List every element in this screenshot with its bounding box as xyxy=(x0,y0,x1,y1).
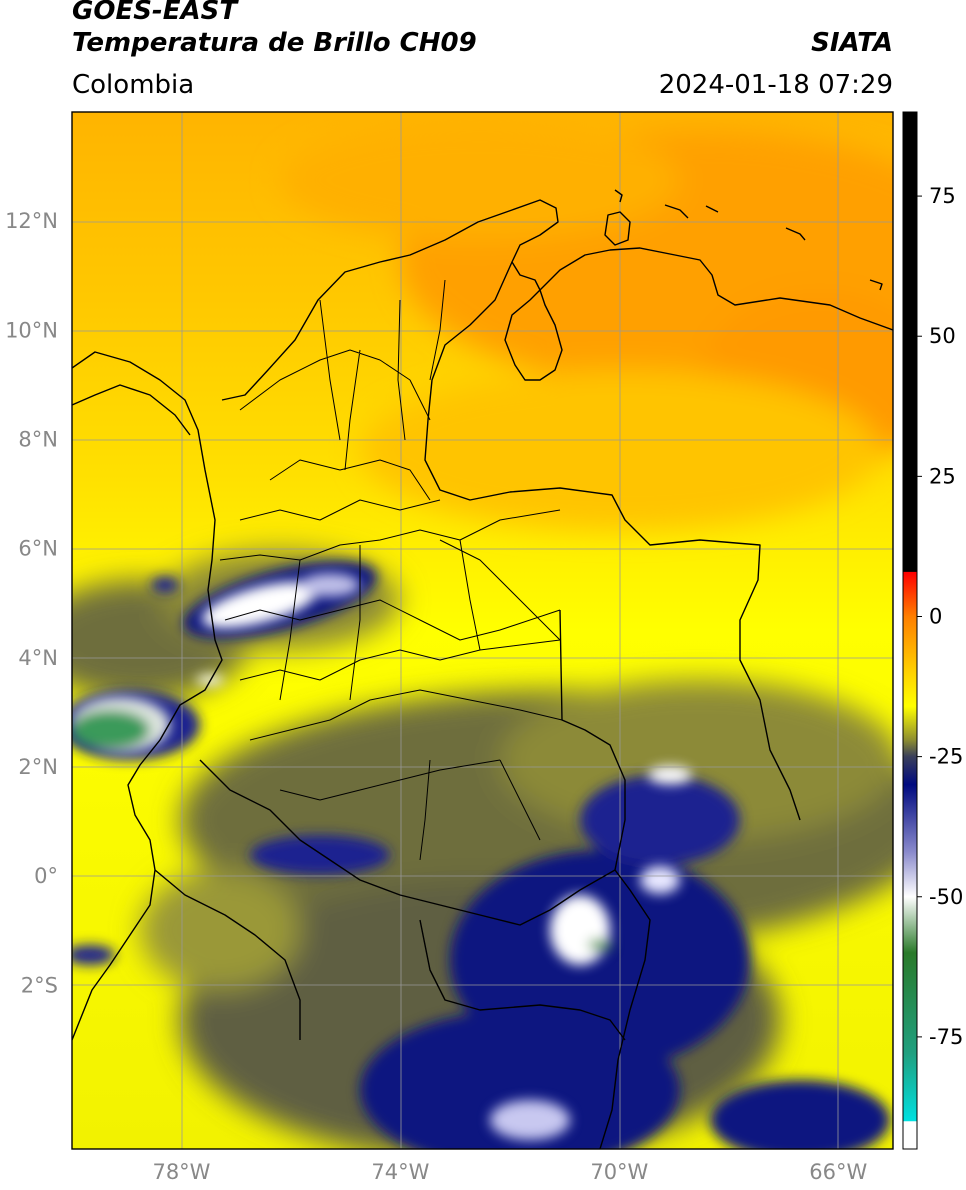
coldest-cloud-tops xyxy=(72,573,692,1140)
lon-tick-label: 66°W xyxy=(809,1160,867,1184)
colorbar-tick-label: -50 xyxy=(929,885,963,909)
colorbar-gradient xyxy=(902,111,918,1150)
lat-tick-label: 2°N xyxy=(18,755,58,779)
colorbar: 75 50 25 0 -25 -50 -75 xyxy=(902,111,963,1150)
satellite-title: GOES-EAST xyxy=(72,0,238,26)
trinidad-paraguana xyxy=(604,211,631,246)
brand-label: SIATA xyxy=(811,28,893,58)
lat-tick-label: 8°N xyxy=(18,427,58,451)
lon-tick-label: 74°W xyxy=(371,1160,429,1184)
ecuador-peru-border xyxy=(154,869,301,1040)
lat-tick-label: 12°N xyxy=(5,209,58,233)
colombia-brazil-border xyxy=(559,609,651,1149)
colombia-peru-ecuador-border xyxy=(199,759,616,926)
pacific-coastline xyxy=(72,351,223,1041)
peru-brazil-border xyxy=(419,919,626,1041)
colorbar-tick-label: 50 xyxy=(929,324,956,348)
map-frame xyxy=(71,111,894,1150)
coastlines-and-borders xyxy=(72,189,893,1149)
department-borders xyxy=(219,279,563,861)
aruba-curacao-islands xyxy=(614,189,883,291)
map-panel xyxy=(72,112,893,1149)
lat-tick-label: 10°N xyxy=(5,318,58,342)
lon-tick-label: 70°W xyxy=(590,1160,648,1184)
latitude-labels: 12°N 10°N 8°N 6°N 4°N 2°N 0° 2°S xyxy=(5,209,58,997)
colorbar-tick-label: -25 xyxy=(929,745,963,769)
panama-coast xyxy=(72,384,191,436)
datetime-label: 2024-01-18 07:29 xyxy=(658,70,893,100)
caribbean-coastline xyxy=(221,199,893,401)
lat-tick-label: 2°S xyxy=(21,973,58,997)
longitude-labels: 78°W 74°W 70°W 66°W xyxy=(152,1160,867,1184)
colorbar-tick-label: 25 xyxy=(929,464,956,488)
product-title: Temperatura de Brillo CH09 xyxy=(72,28,477,58)
colorbar-tick-label: 0 xyxy=(929,604,942,628)
lat-tick-label: 4°N xyxy=(18,646,58,670)
lat-tick-label: 6°N xyxy=(18,537,58,561)
colombia-venezuela-border xyxy=(424,261,801,821)
colorbar-ticks: 75 50 25 0 -25 -50 -75 xyxy=(917,184,963,1049)
region-label: Colombia xyxy=(72,70,195,100)
colorbar-tick-label: 75 xyxy=(929,184,956,208)
colorbar-tick-label: -75 xyxy=(929,1025,963,1049)
lat-tick-label: 0° xyxy=(34,864,58,888)
cold-cloud-tops xyxy=(72,561,890,1149)
gridlines xyxy=(72,112,893,1149)
lon-tick-label: 78°W xyxy=(152,1160,210,1184)
